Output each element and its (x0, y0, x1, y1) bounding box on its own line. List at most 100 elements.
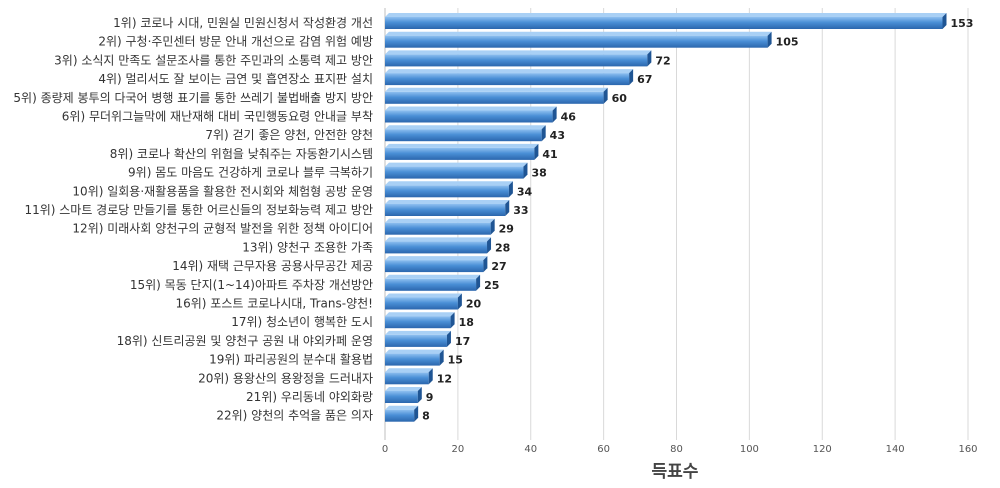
bar-top-face (385, 125, 546, 130)
bar-front-face (385, 73, 630, 86)
bar-side-face (476, 274, 481, 291)
category-label: 19위) 파리공원의 분수대 활용법 (209, 353, 373, 367)
bar-side-face (446, 330, 451, 347)
x-tick-label: 60 (597, 444, 610, 455)
category-label: 14위) 재택 근무자용 공용사무공간 제공 (172, 259, 373, 273)
category-label: 3위) 소식지 만족도 설문조사를 통한 주민과의 소통력 제고 방안 (54, 53, 373, 67)
x-tick-label: 0 (382, 444, 388, 455)
x-tick-label: 80 (670, 444, 683, 455)
bar-front-face (385, 297, 458, 310)
category-label: 22위) 양천의 추억을 품은 의자 (216, 408, 373, 423)
bar-top-face (385, 87, 608, 92)
bar-side-face (942, 13, 947, 29)
bar-top-face (385, 237, 492, 242)
value-label: 153 (950, 17, 973, 30)
bar (385, 31, 772, 48)
bar (385, 274, 481, 291)
value-label: 43 (550, 129, 565, 142)
bar (385, 256, 488, 273)
bar (385, 50, 652, 67)
x-tick-label: 160 (958, 444, 977, 455)
value-label: 8 (422, 410, 430, 423)
value-label: 38 (531, 167, 546, 180)
bar-side-face (767, 31, 772, 48)
bar-top-face (385, 106, 557, 111)
bar-top-face (385, 181, 513, 186)
bar-front-face (385, 409, 415, 422)
category-label: 18위) 신트리공원 및 양천구 공원 내 야외카페 운영 (117, 333, 373, 348)
category-label: 10위) 일회용·재활용품을 활용한 전시회와 체험형 공방 운영 (72, 184, 373, 198)
value-label: 60 (612, 92, 628, 105)
bar (385, 405, 419, 422)
bar-front-face (385, 353, 440, 366)
value-label: 72 (655, 54, 670, 67)
bar-side-face (603, 87, 608, 104)
bar (385, 349, 444, 366)
value-label: 15 (448, 354, 463, 367)
bar-side-face (414, 405, 419, 422)
bar-top-face (385, 162, 528, 167)
bar-front-face (385, 110, 553, 123)
category-label: 11위) 스마트 경로당 만들기를 통한 어르신들의 정보화능력 제고 방안 (24, 203, 373, 217)
x-tick-label: 40 (524, 444, 537, 455)
value-label: 34 (517, 185, 533, 198)
bar (385, 387, 422, 403)
category-label: 6위) 무더위그늘막에 재난재해 대비 국민행동요령 안내글 부착 (62, 109, 373, 124)
value-label: 27 (491, 260, 506, 273)
value-label: 33 (513, 204, 528, 217)
category-label: 5위) 종량제 봉투의 다국어 병행 표기를 통한 쓰레기 불법배출 방지 방안 (13, 90, 373, 105)
bar-side-face (417, 387, 422, 403)
bar-top-face (385, 368, 433, 373)
bar-side-face (483, 256, 488, 273)
value-label: 67 (637, 73, 652, 86)
bar (385, 237, 492, 254)
bar-top-face (385, 218, 495, 223)
bar (385, 106, 557, 123)
bar-front-face (385, 35, 768, 48)
bar-front-face (385, 17, 943, 29)
bars (385, 13, 947, 422)
value-label: 17 (455, 335, 470, 348)
bar-front-face (385, 316, 451, 329)
value-label: 28 (495, 241, 510, 254)
category-label: 21위) 우리동네 야외화랑 (246, 390, 373, 404)
bar-front-face (385, 391, 418, 403)
bar-top-face (385, 387, 422, 391)
value-label: 9 (426, 391, 434, 404)
bar-side-face (647, 50, 652, 67)
bar-side-face (428, 368, 433, 385)
bar-side-face (439, 349, 444, 366)
bar-top-face (385, 13, 947, 17)
bar (385, 125, 546, 142)
value-label: 18 (459, 316, 474, 329)
bar (385, 69, 634, 86)
bar-front-face (385, 91, 604, 104)
bar-front-face (385, 147, 535, 160)
bar-top-face (385, 293, 462, 298)
category-label: 13위) 양천구 조용한 가족 (242, 239, 373, 254)
bar (385, 143, 539, 160)
bar (385, 181, 513, 198)
value-label: 105 (776, 36, 799, 49)
bar-side-face (508, 181, 513, 198)
bar-top-face (385, 330, 451, 335)
x-axis-ticks: 0 20 40 60 80 100 120 140 160 (382, 444, 978, 455)
value-label: 46 (561, 111, 577, 124)
bar-side-face (534, 143, 539, 160)
x-tick-label: 120 (813, 444, 832, 455)
bar (385, 330, 451, 347)
category-label: 16위) 포스트 코로나시대, Trans-양천! (175, 296, 373, 311)
bar-side-face (487, 237, 492, 254)
bar-side-face (490, 218, 495, 235)
bar-top-face (385, 31, 772, 36)
value-label: 12 (437, 372, 452, 385)
bar (385, 368, 433, 385)
category-label: 2위) 구청·주민센터 방문 안내 개선으로 감염 위험 예방 (98, 35, 373, 49)
bar-side-face (457, 293, 462, 310)
category-label: 9위) 몸도 마음도 건강하게 코로나 블루 극복하기 (128, 166, 373, 180)
bar (385, 13, 947, 29)
category-label: 15위) 목동 단지(1~14)아파트 주차장 개선방안 (130, 278, 373, 292)
bar-front-face (385, 185, 509, 198)
